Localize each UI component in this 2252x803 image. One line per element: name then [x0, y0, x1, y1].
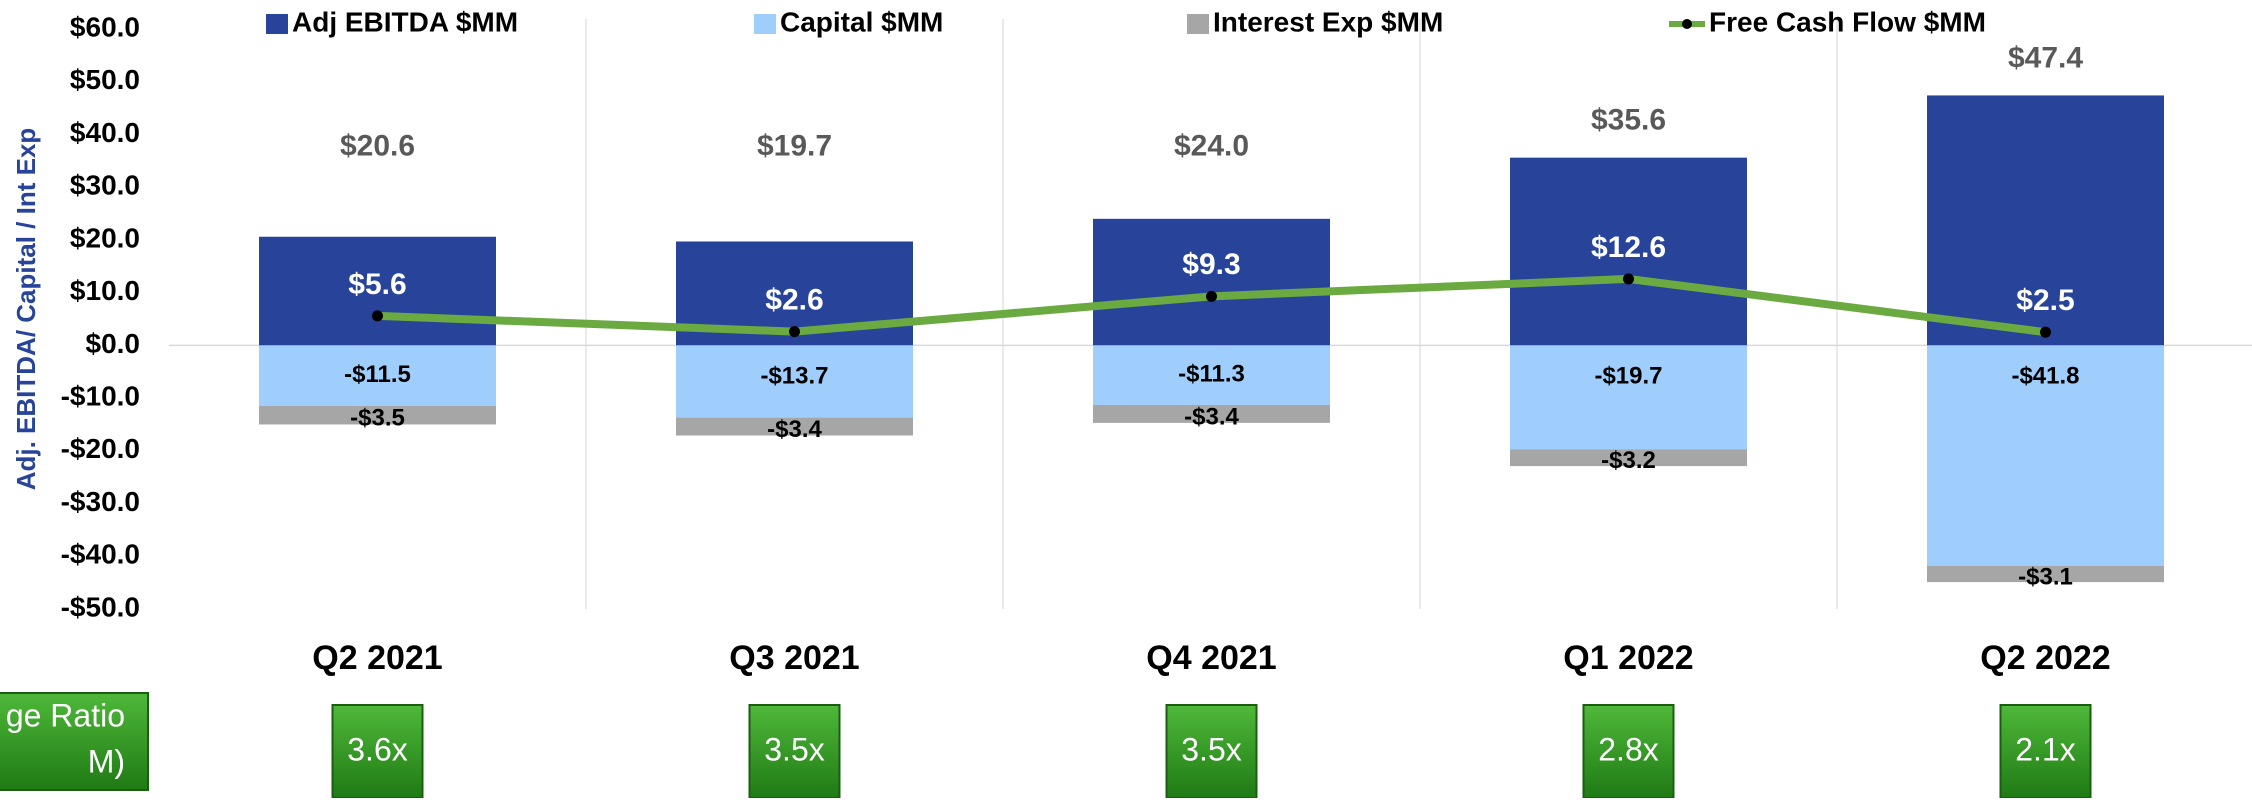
- x-tick-label: Q4 2021: [1146, 639, 1276, 677]
- y-tick-label: -$10.0: [61, 380, 140, 411]
- y-tick-label: $30.0: [70, 170, 140, 201]
- data-label: -$3.4: [1184, 403, 1239, 430]
- data-label: $35.6: [1591, 104, 1666, 137]
- legend-swatch: [266, 14, 288, 34]
- leverage-label: ge Ratio: [6, 697, 125, 733]
- legend-swatch: [1187, 14, 1209, 34]
- leverage-ratio: 3.5x: [764, 731, 824, 767]
- legend-label: Free Cash Flow $MM: [1709, 6, 1986, 37]
- y-tick-label: $50.0: [70, 64, 140, 95]
- data-label: -$3.5: [350, 405, 405, 432]
- data-label: -$13.7: [760, 363, 828, 390]
- data-label: $5.6: [348, 268, 406, 301]
- data-label: -$41.8: [2011, 363, 2079, 390]
- legend-label: Adj EBITDA $MM: [292, 6, 518, 37]
- line-marker: [1206, 290, 1217, 302]
- bar-segment: [259, 345, 496, 406]
- data-label: -$3.4: [767, 416, 822, 443]
- line-marker: [372, 310, 383, 322]
- y-tick-label: -$50.0: [61, 591, 140, 622]
- leverage-ratio: 2.8x: [1598, 731, 1658, 767]
- bar-segment: [1510, 345, 1747, 450]
- x-tick-label: Q2 2022: [1980, 639, 2110, 677]
- bar-segment: [1093, 404, 1330, 423]
- y-tick-label: $0.0: [86, 328, 141, 359]
- data-label: -$3.1: [2018, 563, 2073, 590]
- leverage-ratio: 2.1x: [2015, 731, 2075, 767]
- bar-segment: [1927, 565, 2164, 583]
- data-label: -$11.5: [344, 361, 411, 388]
- data-label: -$3.2: [1601, 447, 1656, 474]
- data-label: $2.6: [765, 284, 823, 317]
- x-tick-label: Q2 2021: [312, 639, 442, 677]
- y-tick-label: $20.0: [70, 222, 140, 253]
- legend-label: Capital $MM: [780, 6, 943, 37]
- leverage-box: [331, 704, 424, 799]
- y-tick-label: -$20.0: [61, 433, 140, 464]
- y-tick-label: $10.0: [70, 275, 140, 306]
- bar-segment: [1927, 95, 2164, 346]
- data-label: $24.0: [1174, 130, 1249, 163]
- line-marker: [1623, 273, 1634, 285]
- leverage-box: [748, 704, 841, 799]
- data-label: $47.4: [2008, 41, 2083, 74]
- legend-label: Interest Exp $MM: [1213, 6, 1443, 37]
- data-label: -$19.7: [1594, 363, 1662, 390]
- leverage-box: [1582, 704, 1675, 799]
- bar-segment: [1510, 449, 1747, 467]
- legend-swatch: [754, 14, 776, 34]
- data-label: $20.6: [340, 130, 415, 163]
- data-label: $12.6: [1591, 231, 1666, 264]
- bar-segment: [1093, 345, 1330, 405]
- y-tick-label: -$40.0: [61, 539, 140, 570]
- leverage-ratio: 3.5x: [1181, 731, 1241, 767]
- bar-segment: [676, 345, 913, 418]
- y-axis-title: Adj. EBITDA/ Capital / Int Exp: [11, 128, 41, 491]
- x-tick-label: Q3 2021: [729, 639, 859, 677]
- data-label: $19.7: [757, 130, 832, 163]
- leverage-ratio: 3.6x: [347, 731, 407, 767]
- x-tick-label: Q1 2022: [1563, 639, 1693, 677]
- leverage-label: M): [88, 743, 125, 779]
- bar-segment: [1510, 157, 1747, 346]
- data-label: $2.5: [2016, 284, 2074, 317]
- legend-marker: [1682, 19, 1692, 29]
- y-tick-label: $40.0: [70, 117, 140, 148]
- bar-segment: [1927, 345, 2164, 566]
- bar-segment: [259, 406, 496, 425]
- line-marker: [789, 326, 800, 338]
- y-tick-label: $60.0: [70, 11, 140, 42]
- data-label: $9.3: [1182, 248, 1240, 281]
- bar-segment: [1093, 218, 1330, 346]
- data-label: -$11.3: [1178, 360, 1245, 387]
- bar-segment: [676, 417, 913, 436]
- y-tick-label: -$30.0: [61, 486, 140, 517]
- leverage-label-box: [0, 692, 149, 791]
- bar-segment: [259, 236, 496, 346]
- line-marker: [2040, 326, 2051, 338]
